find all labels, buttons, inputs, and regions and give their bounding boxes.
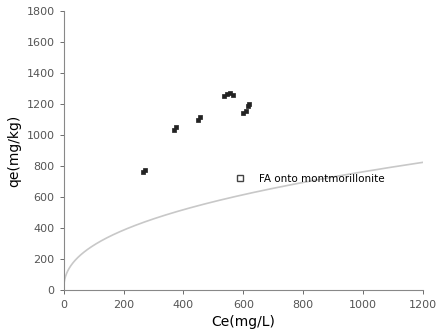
Point [243,109,250,114]
Y-axis label: qe(mg/kg): qe(mg/kg) [7,115,21,187]
Point [195,117,202,122]
Point [172,125,179,130]
Point [223,91,230,97]
Point [171,127,178,132]
Point [141,167,148,173]
X-axis label: Ce(mg/L): Ce(mg/L) [211,315,275,329]
Legend: FA onto montmorillonite: FA onto montmorillonite [226,169,389,188]
Point [240,111,247,116]
Point [246,101,253,107]
Point [220,94,227,99]
Point [139,170,147,175]
Point [196,115,203,120]
Point [244,103,251,109]
Point [226,91,234,96]
Point [229,92,236,97]
